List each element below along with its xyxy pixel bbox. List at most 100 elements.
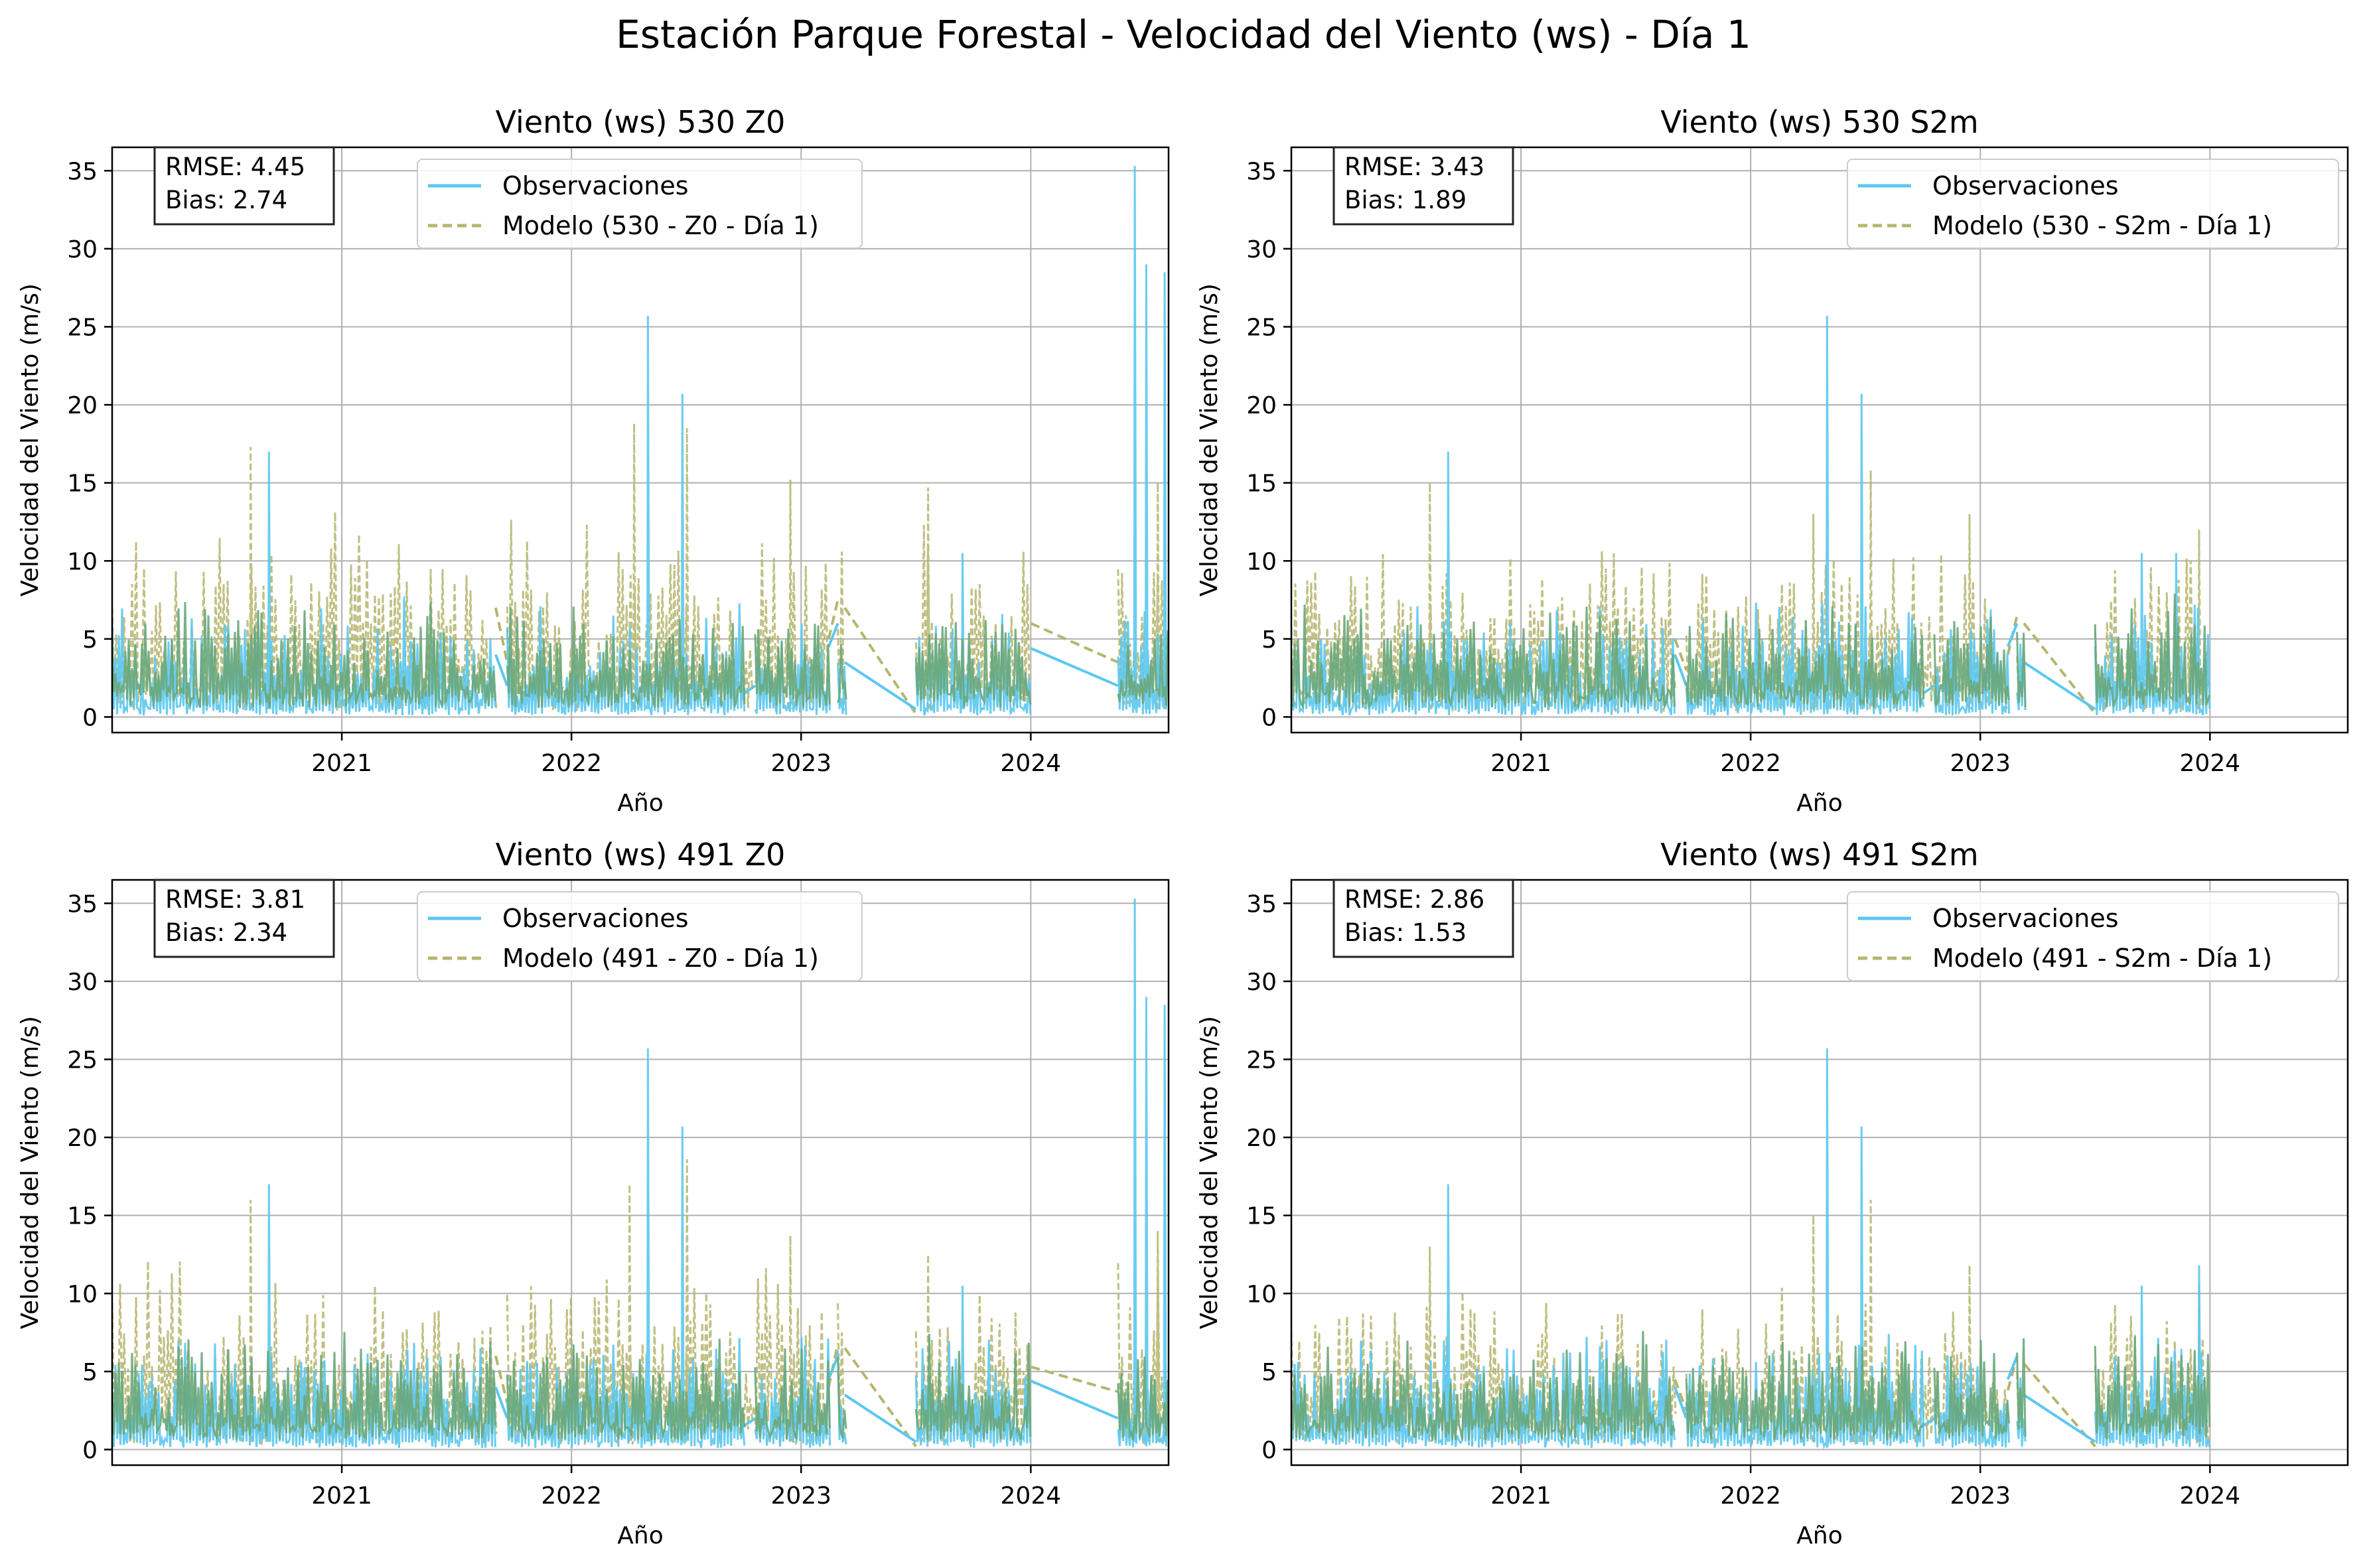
- overlap-segment: [1291, 1330, 1676, 1441]
- y-tick-label: 20: [1246, 392, 1277, 419]
- observation-gap-line: [494, 1386, 509, 1419]
- y-tick-label: 25: [67, 314, 98, 341]
- observation-gap-line: [827, 622, 839, 648]
- y-tick-label: 15: [67, 1203, 98, 1230]
- overlap-segment: [506, 606, 746, 708]
- x-tick-label: 2021: [1490, 1482, 1551, 1510]
- overlap-segment: [1933, 616, 2010, 707]
- x-tick-label: 2023: [770, 1482, 831, 1510]
- overlap-segment: [1117, 630, 1169, 706]
- x-tick-label: 2023: [1950, 750, 2011, 777]
- observation-segment: [1117, 166, 1169, 715]
- y-tick-label: 15: [1246, 1203, 1277, 1230]
- legend: Observaciones Modelo (491 - S2m - Día 1): [1847, 891, 2339, 981]
- x-tick-label: 2021: [311, 1482, 372, 1510]
- observation-gap-line: [1030, 647, 1119, 687]
- plot-area: [112, 166, 1169, 716]
- plot-area: [1291, 315, 2211, 716]
- y-tick-label: 30: [67, 969, 98, 996]
- legend: Observaciones Modelo (491 - Z0 - Día 1): [417, 891, 863, 981]
- observation-gap-line: [1674, 1386, 1688, 1419]
- y-tick-label: 30: [1246, 969, 1277, 996]
- axes-frame: [1290, 146, 2349, 734]
- y-tick-label: 35: [67, 158, 98, 185]
- model-gap-line: [1674, 638, 1688, 671]
- panel-530-z0: 2021 2022 2023 2024 0 5 10 15 20 25 30 35 Año Velocid…: [17, 104, 1170, 817]
- legend: Observaciones Modelo (530 - Z0 - Día 1): [417, 159, 863, 249]
- overlap-segment: [1685, 606, 1925, 708]
- series-overlap: [112, 1332, 1169, 1441]
- panel-491-z0: 2021 2022 2023 2024 0 5 10 15 20 25 30 35 Año Velocid…: [17, 837, 1170, 1549]
- legend-label-observations: Observaciones: [1932, 171, 2119, 200]
- axes-frame: [1290, 879, 2349, 1466]
- observation-gap-line: [743, 684, 756, 695]
- stats-box-frame: [153, 879, 335, 958]
- x-tick-label: 2024: [2180, 1482, 2241, 1510]
- axes-frame: [111, 879, 1170, 1466]
- bias-value: Bias: 2.34: [165, 918, 287, 947]
- overlap-segment: [1933, 1340, 2010, 1439]
- series-observations: [112, 898, 1169, 1449]
- model-gap-line: [843, 606, 917, 715]
- y-tick-label: 30: [67, 236, 98, 263]
- legend-frame: [417, 891, 863, 981]
- y-tick-label: 15: [1246, 470, 1277, 498]
- stats-box-frame: [1332, 146, 1514, 226]
- panel-title: Viento (ws) 491 S2m: [1660, 837, 1978, 873]
- figure-title: Estación Parque Forestal - Velocidad del…: [616, 12, 1751, 57]
- legend-label-model: Modelo (530 - Z0 - Día 1): [502, 211, 819, 240]
- x-tick-label: 2022: [1720, 750, 1781, 777]
- panel-title: Viento (ws) 491 Z0: [496, 837, 786, 873]
- x-tick-label: 2021: [1490, 750, 1551, 777]
- bias-value: Bias: 1.53: [1344, 918, 1467, 947]
- overlap-segment: [2016, 1338, 2027, 1437]
- model-gap-line: [1674, 1378, 1688, 1411]
- legend-label-observations: Observaciones: [1932, 904, 2119, 933]
- observation-gap-line: [494, 654, 509, 687]
- overlap-segment: [914, 620, 1032, 708]
- panel-title: Viento (ws) 530 Z0: [496, 104, 786, 140]
- overlap-segment: [754, 624, 831, 708]
- x-tick-label: 2021: [311, 750, 372, 777]
- y-tick-label: 15: [67, 470, 98, 498]
- x-tick-label: 2024: [2180, 750, 2241, 777]
- y-tick-label: 20: [67, 1125, 98, 1152]
- series-overlap: [112, 601, 1169, 708]
- y-tick-label: 35: [1246, 891, 1277, 918]
- model-segment: [1117, 1231, 1169, 1445]
- series-overlap: [1291, 593, 2211, 710]
- x-axis-label: Año: [617, 1522, 663, 1549]
- axes-frame: [111, 146, 1170, 734]
- x-tick-label: 2023: [1950, 1482, 2011, 1510]
- y-tick-label: 25: [1246, 1046, 1277, 1074]
- plot-area: [1291, 1048, 2211, 1449]
- y-tick-label: 5: [82, 1359, 98, 1386]
- y-axis-label: Velocidad del Viento (m/s): [17, 1016, 44, 1329]
- overlap-segment: [2094, 1336, 2211, 1439]
- observation-segment: [1117, 898, 1169, 1448]
- y-axis-label: Velocidad del Viento (m/s): [1196, 283, 1223, 597]
- y-tick-label: 20: [67, 392, 98, 419]
- y-axis-label: Velocidad del Viento (m/s): [1196, 1016, 1223, 1329]
- model-segment: [837, 551, 845, 711]
- panel-title: Viento (ws) 530 S2m: [1660, 104, 1978, 140]
- y-tick-label: 5: [1261, 1359, 1277, 1386]
- observation-gap-line: [2006, 622, 2019, 648]
- x-tick-label: 2022: [541, 750, 602, 777]
- legend-frame: [1847, 159, 2339, 249]
- stats-box-frame: [153, 146, 335, 226]
- observation-gap-line: [1030, 1380, 1119, 1420]
- stats-box: RMSE: 3.81 Bias: 2.34: [153, 879, 335, 958]
- observation-segment: [1291, 451, 1676, 716]
- model-segment: [1685, 470, 2008, 712]
- observation-gap-line: [843, 1393, 917, 1443]
- model-gap-line: [1030, 1365, 1119, 1393]
- x-axis-label: Año: [1796, 1522, 1842, 1549]
- model-gap-line: [494, 607, 509, 663]
- overlap-segment: [1291, 605, 1676, 710]
- overlap-segment: [837, 644, 847, 703]
- overlap-segment: [754, 1348, 831, 1440]
- x-tick-label: 2024: [1001, 750, 1062, 777]
- bias-value: Bias: 2.74: [165, 186, 287, 214]
- overlap-segment: [112, 1332, 496, 1441]
